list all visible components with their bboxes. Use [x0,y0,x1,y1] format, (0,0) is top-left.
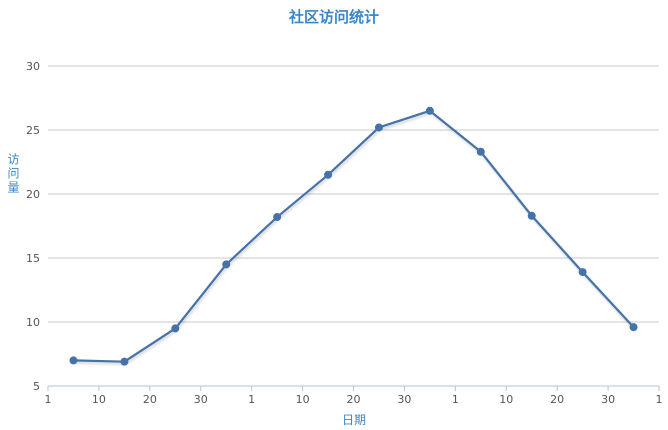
x-tick-label: 20 [347,393,361,406]
data-point[interactable] [374,123,383,132]
data-point[interactable] [69,356,78,365]
y-tick-label: 20 [26,188,40,201]
y-tick-label: 30 [26,60,40,73]
data-point[interactable] [273,213,282,222]
data-point[interactable] [425,106,434,115]
x-tick-label: 20 [550,393,564,406]
data-point[interactable] [171,324,180,333]
y-tick-label: 15 [26,252,40,265]
x-tick-label: 30 [194,393,208,406]
y-tick-label: 25 [26,124,40,137]
data-point[interactable] [629,323,638,332]
grid [48,65,659,323]
data-point[interactable] [476,147,485,156]
y-tick-label: 10 [26,316,40,329]
chart-title: 社区访问统计 [288,8,379,26]
x-tick-label: 1 [656,393,663,406]
series-line [72,109,635,363]
x-tick-label: 30 [397,393,411,406]
x-axis: 1 10 20 30 1 10 20 30 1 10 20 30 1 [45,385,663,406]
x-tick-label: 20 [143,393,157,406]
series-layer [69,106,638,366]
x-tick-label: 1 [452,393,459,406]
x-tick-label: 1 [248,393,255,406]
data-point[interactable] [527,211,536,220]
x-axis-title: 日期 [342,413,366,427]
y-axis: 5 10 15 20 25 30 [26,60,40,393]
x-tick-label: 30 [601,393,615,406]
x-tick-label: 10 [296,393,310,406]
data-point[interactable] [120,357,129,366]
y-axis-title: 访问量 [6,153,20,195]
x-tick-label: 1 [45,393,52,406]
data-point[interactable] [578,268,587,277]
data-point[interactable] [324,170,333,179]
data-point[interactable] [222,260,231,269]
x-tick-label: 10 [499,393,513,406]
x-tick-label: 10 [92,393,106,406]
y-tick-label: 5 [33,380,40,393]
